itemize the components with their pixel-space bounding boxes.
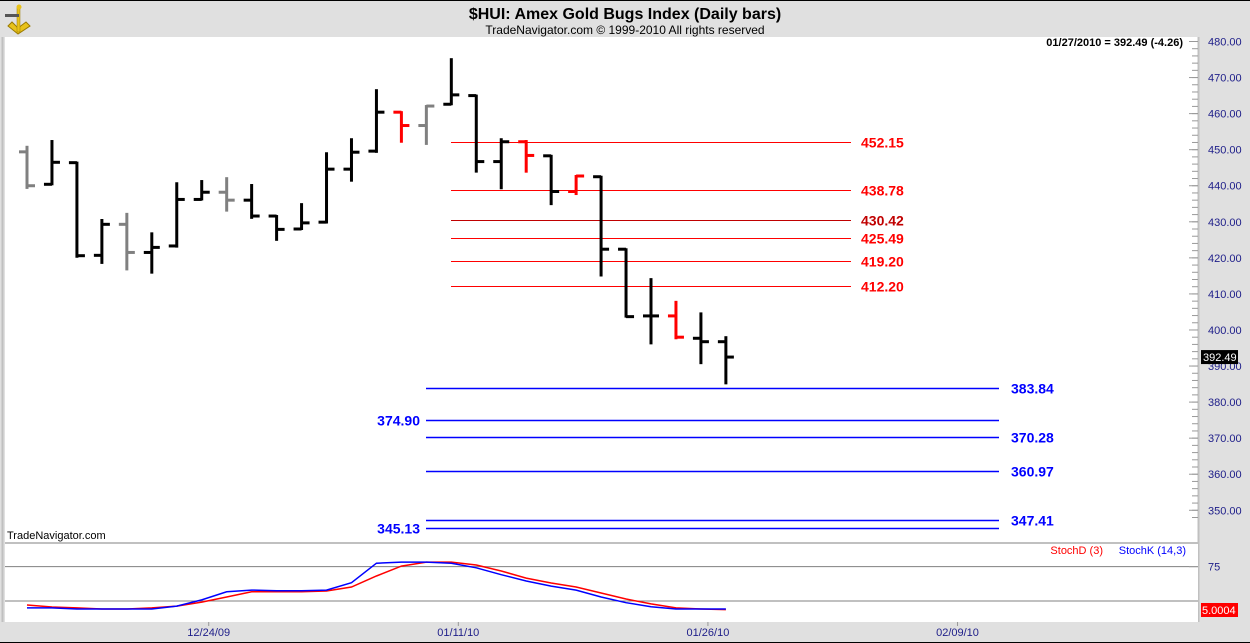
legend-stochd: StochD (3) — [1050, 545, 1103, 557]
y-tick-label: 370.00 — [1208, 433, 1242, 445]
ohlc-bar — [368, 89, 385, 153]
price-panel — [5, 37, 1198, 542]
ohlc-bar — [468, 94, 485, 173]
resistance-label: 452.15 — [861, 135, 904, 151]
y-tick-label: 380.00 — [1208, 397, 1242, 409]
stoch-last-box — [1201, 603, 1238, 617]
resistance-label: 430.42 — [861, 213, 904, 229]
y-tick-label: 440.00 — [1208, 181, 1242, 193]
ohlc-bar — [618, 247, 635, 319]
y-tick-label: 400.00 — [1208, 325, 1242, 337]
ohlc-bar — [268, 214, 285, 241]
ohlc-bar — [643, 278, 659, 345]
support-label: 360.97 — [1011, 464, 1054, 480]
legend-stochk: StochK (14,3) — [1119, 545, 1186, 557]
ohlc-bar — [343, 138, 360, 182]
resistance-label: 419.20 — [861, 254, 904, 270]
ohlc-bar — [318, 152, 335, 224]
ohlc-bar — [218, 177, 235, 212]
chart-subtitle: TradeNavigator.com © 1999-2010 All right… — [485, 23, 764, 37]
y-tick-label: 360.00 — [1208, 469, 1242, 481]
ohlc-bar — [243, 184, 260, 219]
y-tick-label: 430.00 — [1208, 217, 1242, 229]
y-tick-label: 350.00 — [1208, 505, 1242, 517]
y-tick-label: 450.00 — [1208, 145, 1242, 157]
support-label: 374.90 — [377, 413, 420, 429]
watermark: TradeNavigator.com — [7, 530, 106, 542]
support-label: 347.41 — [1011, 513, 1054, 529]
ohlc-bar — [667, 300, 684, 340]
price-axis: 480.00 470.00 460.00 450.00 440.00 430.00 420.… — [1189, 37, 1242, 518]
ohlc-bar — [193, 180, 210, 201]
y-tick-label: 460.00 — [1208, 109, 1242, 121]
price-readout: 01/27/2010 = 392.49 (-4.26) — [1046, 37, 1183, 49]
ohlc-bar — [518, 140, 535, 173]
stochk-line — [27, 561, 726, 610]
last-price-box — [1201, 350, 1238, 365]
support-label: 383.84 — [1011, 381, 1054, 397]
ohlc-bar — [168, 182, 185, 248]
x-tick-label: 02/09/10 — [936, 627, 979, 639]
ohlc-bar — [443, 58, 460, 106]
date-axis: 12/24/09 01/11/10 01/26/10 02/09/10 — [187, 622, 979, 639]
ohlc-bar — [93, 218, 110, 264]
ohlc-bar — [293, 203, 310, 231]
y-tick-label: 480.00 — [1208, 37, 1242, 49]
y-tick-label: 420.00 — [1208, 253, 1242, 265]
ohlc-bar — [68, 161, 85, 258]
ohlc-bar — [393, 110, 410, 143]
x-tick-label: 12/24/09 — [187, 627, 230, 639]
resistance-label: 438.78 — [861, 183, 904, 199]
resistance-label: 425.49 — [861, 231, 904, 247]
ohlc-bar — [143, 232, 160, 274]
ohlc-bar — [593, 175, 610, 277]
chart-title: $HUI: Amex Gold Bugs Index (Daily bars) — [469, 6, 781, 23]
price-bars — [19, 58, 734, 385]
ohlc-bar — [692, 312, 709, 365]
y-tick-label: 470.00 — [1208, 73, 1242, 85]
support-label: 345.13 — [377, 521, 420, 537]
stoch-lines: 75 — [5, 561, 1220, 611]
resistance-label: 412.20 — [861, 279, 904, 295]
ohlc-bar — [717, 336, 734, 385]
ohlc-bar — [418, 104, 435, 145]
level-lines: 452.15 438.78 430.42 425.49 419.20 412.20 383.… — [377, 135, 1054, 537]
ohlc-bar — [43, 140, 60, 186]
ohlc-bar — [568, 174, 585, 196]
sextant-icon — [5, 4, 31, 35]
ohlc-bar — [493, 138, 510, 190]
stoch-last-label: 5.0004 — [1202, 605, 1236, 617]
x-tick-label: 01/26/10 — [687, 627, 730, 639]
y-tick-label: 410.00 — [1208, 289, 1242, 301]
ohlc-bar — [118, 212, 135, 271]
stoch-tick-label: 75 — [1208, 562, 1220, 574]
last-price-label: 392.49 — [1203, 352, 1237, 364]
support-label: 370.28 — [1011, 430, 1054, 446]
x-tick-label: 01/11/10 — [437, 627, 479, 639]
stoch-panel — [5, 544, 1198, 622]
ohlc-bar — [543, 154, 560, 206]
ohlc-bar — [19, 145, 35, 189]
